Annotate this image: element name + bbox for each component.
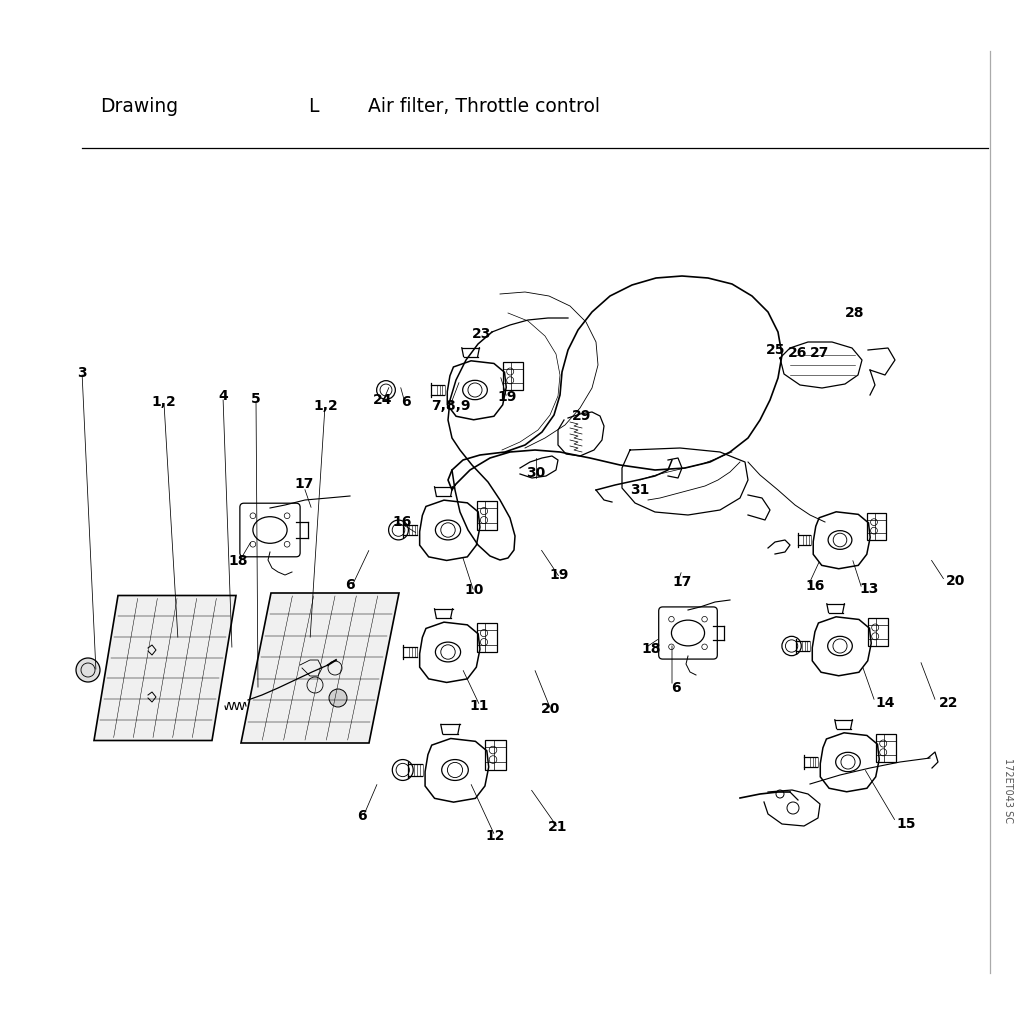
Text: 20: 20 [946,573,965,588]
Text: 3: 3 [77,366,87,380]
Text: 19: 19 [550,568,568,583]
Text: 21: 21 [548,820,568,835]
Text: 26: 26 [788,346,807,360]
Bar [485,739,506,770]
Text: 18: 18 [228,554,249,568]
Text: 7,8,9: 7,8,9 [431,398,470,413]
Text: 15: 15 [896,817,916,831]
Text: 14: 14 [874,696,895,711]
Text: 18: 18 [641,642,662,656]
Text: 27: 27 [810,346,828,360]
Bar [477,501,497,530]
Text: 17: 17 [295,477,313,492]
Text: 17: 17 [673,574,691,589]
Polygon shape [94,596,236,740]
Text: 10: 10 [465,583,483,597]
Text: 11: 11 [469,698,489,713]
Text: 12: 12 [485,828,506,843]
Bar [877,734,896,762]
Text: 28: 28 [845,306,865,321]
Text: 6: 6 [671,681,681,695]
Text: 23: 23 [472,327,490,341]
Text: 4: 4 [218,389,228,403]
Text: Drawing: Drawing [100,96,178,116]
Text: 22: 22 [938,696,958,711]
Text: 1,2: 1,2 [313,398,338,413]
Text: L: L [308,96,318,116]
Text: Air filter, Throttle control: Air filter, Throttle control [368,96,600,116]
Bar [867,513,886,540]
Text: 20: 20 [542,701,560,716]
Text: 31: 31 [631,483,649,498]
Polygon shape [241,593,399,743]
Text: 172ET043 SC: 172ET043 SC [1002,758,1013,822]
Text: 1,2: 1,2 [152,395,176,410]
Circle shape [76,658,100,682]
Text: 24: 24 [373,393,393,408]
Text: 16: 16 [806,579,824,593]
Bar [477,624,497,652]
Bar [868,617,888,646]
Text: 30: 30 [526,466,545,480]
Text: 29: 29 [572,409,591,423]
Text: 13: 13 [860,582,879,596]
Text: 6: 6 [356,809,367,823]
Text: 19: 19 [498,390,516,404]
Bar [503,361,522,390]
Text: 6: 6 [345,578,355,592]
Circle shape [329,689,347,707]
Text: 25: 25 [765,343,785,357]
Text: 5: 5 [251,392,261,407]
Text: 16: 16 [393,515,412,529]
Text: 6: 6 [400,395,411,410]
